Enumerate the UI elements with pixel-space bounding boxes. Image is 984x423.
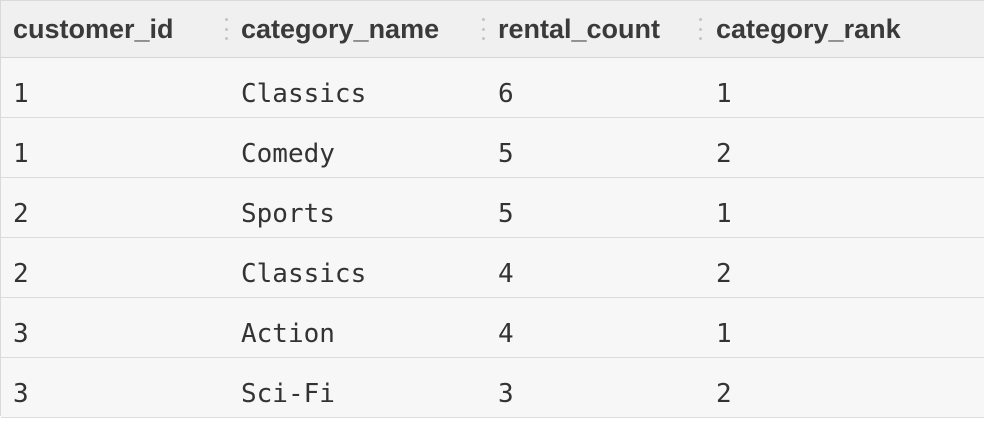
cell-category-rank: 2 [716, 378, 732, 409]
cell-customer-id: 1 [13, 138, 29, 169]
cell-rental-count: 4 [498, 318, 514, 349]
column-header-customer-id[interactable]: customer_id [13, 13, 174, 44]
column-resize-handle-icon[interactable] [698, 18, 702, 40]
column-resize-handle-icon[interactable] [224, 18, 228, 40]
table-row[interactable]: 3 Sci-Fi 3 2 [1, 358, 984, 418]
column-header-category-name[interactable]: category_name [241, 13, 440, 44]
cell-category-rank: 2 [716, 138, 732, 169]
cell-category-name: Action [241, 318, 335, 349]
table-header-row: customer_id category_name rental_count c… [1, 1, 984, 58]
cell-category-rank: 1 [716, 318, 732, 349]
table-row[interactable]: 1 Comedy 5 2 [1, 118, 984, 178]
cell-rental-count: 5 [498, 198, 514, 229]
cell-rental-count: 5 [498, 138, 514, 169]
cell-category-name: Sports [241, 198, 335, 229]
cell-rental-count: 6 [498, 78, 514, 109]
cell-rental-count: 3 [498, 378, 514, 409]
table-row[interactable]: 2 Sports 5 1 [1, 178, 984, 238]
cell-category-name: Classics [241, 78, 367, 109]
table-row[interactable]: 3 Action 4 1 [1, 298, 984, 358]
table-row[interactable]: 1 Classics 6 1 [1, 58, 984, 118]
cell-category-rank: 1 [716, 78, 732, 109]
cell-customer-id: 3 [13, 378, 29, 409]
column-header-rental-count[interactable]: rental_count [498, 13, 661, 44]
cell-rental-count: 4 [498, 258, 514, 289]
cell-category-name: Classics [241, 258, 367, 289]
cell-category-rank: 2 [716, 258, 732, 289]
column-resize-handle-icon[interactable] [481, 18, 485, 40]
cell-category-name: Sci-Fi [241, 378, 335, 409]
cell-customer-id: 1 [13, 78, 29, 109]
column-header-category-rank[interactable]: category_rank [716, 13, 901, 44]
cell-customer-id: 2 [13, 198, 29, 229]
cell-category-name: Comedy [241, 138, 335, 169]
table-row[interactable]: 2 Classics 4 2 [1, 238, 984, 298]
cell-customer-id: 2 [13, 258, 29, 289]
cell-category-rank: 1 [716, 198, 732, 229]
cell-customer-id: 3 [13, 318, 29, 349]
